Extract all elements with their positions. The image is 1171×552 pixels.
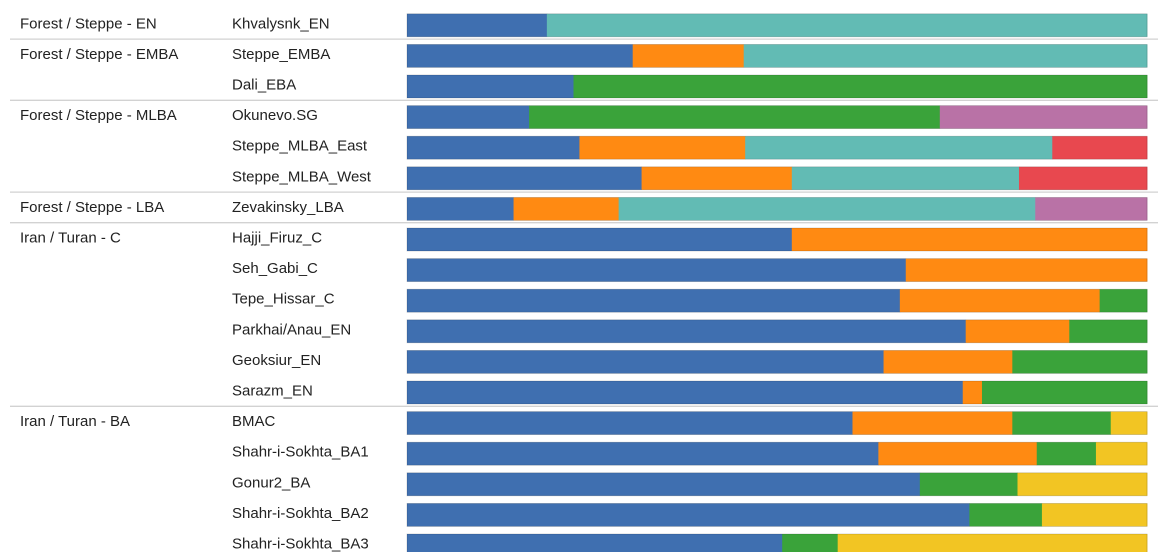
sample-label: Steppe_EMBA	[232, 46, 330, 63]
bar-outline	[406, 227, 1148, 252]
bar-segment	[407, 442, 879, 466]
bar-segment	[791, 228, 1148, 251]
bar-segment	[407, 534, 783, 552]
sample-label: Shahr-i-Sokhta_BA1	[232, 444, 369, 461]
bar-segment	[407, 319, 967, 343]
bar-segment	[782, 534, 839, 552]
bar-segment	[407, 166, 642, 190]
bar-outline	[406, 105, 1148, 129]
bar-segment	[407, 472, 921, 496]
bar-segment	[837, 534, 1148, 552]
bar-outline	[406, 533, 1148, 552]
bar-segment	[407, 350, 884, 374]
bar-outline	[406, 74, 1148, 99]
sample-label: Sarazm_EN	[232, 382, 313, 399]
bar-segment	[407, 503, 970, 527]
bar-segment	[883, 350, 1013, 374]
bar-segment	[407, 228, 793, 251]
bar-segment	[1035, 197, 1148, 221]
group-label: Forest / Steppe - MLBA	[20, 107, 177, 124]
sample-label: Geoksiur_EN	[232, 352, 321, 369]
bar-segment	[579, 136, 746, 160]
bar-segment	[632, 44, 745, 68]
sample-label: Gonur2_BA	[232, 474, 310, 491]
bar-segment	[919, 472, 1018, 496]
bar-segment	[407, 136, 580, 160]
sample-label: Steppe_MLBA_East	[232, 138, 368, 155]
bar-segment	[1036, 442, 1097, 466]
group-label: Forest / Steppe - EN	[20, 15, 157, 32]
bar-segment	[1099, 289, 1148, 313]
bar-segment	[407, 381, 964, 404]
bar-segment	[965, 319, 1070, 343]
bar-outline	[406, 258, 1148, 283]
bar-segment	[407, 105, 530, 129]
sample-label: Dali_EBA	[232, 76, 296, 93]
bar-segment	[641, 166, 793, 190]
bar-segment	[573, 75, 1148, 98]
sample-label: Tepe_Hissar_C	[232, 291, 335, 308]
sample-label: Khvalysnk_EN	[232, 15, 330, 32]
bar-segment	[407, 289, 901, 313]
bar-segment	[1052, 136, 1148, 160]
sample-label: Shahr-i-Sokhta_BA3	[232, 535, 369, 552]
bar-segment	[407, 44, 634, 68]
bar-segment	[546, 13, 1148, 37]
bar-outline	[406, 166, 1148, 191]
bar-segment	[407, 13, 548, 37]
group-label: Iran / Turan - BA	[20, 413, 130, 430]
sample-label: BMAC	[232, 413, 276, 430]
bar-segment	[899, 289, 1101, 313]
bar-segment	[529, 105, 941, 129]
bar-segment	[791, 166, 1020, 190]
sample-label: Steppe_MLBA_West	[232, 168, 372, 185]
group-label: Forest / Steppe - LBA	[20, 199, 164, 216]
bar-segment	[981, 381, 1148, 404]
bar-segment	[513, 197, 620, 221]
bar-segment	[618, 197, 1036, 221]
bar-segment	[407, 75, 574, 98]
sample-label: Zevakinsky_LBA	[232, 199, 344, 216]
bar-segment	[407, 258, 907, 282]
group-label: Forest / Steppe - EMBA	[20, 46, 178, 63]
bar-outline	[406, 196, 1148, 221]
bar-segment	[939, 105, 1148, 129]
sample-label: Parkhai/Anau_EN	[232, 321, 351, 338]
bar-segment	[1018, 166, 1148, 190]
sample-label: Okunevo.SG	[232, 107, 318, 124]
bar-segment	[852, 411, 1013, 435]
bar-outline	[406, 472, 1148, 497]
bar-segment	[878, 442, 1038, 466]
bar-outline	[406, 288, 1148, 313]
bar-outline	[406, 502, 1148, 527]
bar-segment	[1069, 319, 1148, 343]
bar-segment	[1012, 411, 1112, 435]
bar-outline	[406, 135, 1148, 160]
bar-outline	[406, 380, 1148, 405]
bar-outline	[406, 44, 1148, 68]
bar-outline	[406, 319, 1148, 344]
bar-segment	[407, 197, 514, 221]
bar-outline	[406, 349, 1148, 374]
bar-segment	[969, 503, 1043, 527]
bar-segment	[745, 136, 1053, 160]
bar-segment	[743, 44, 1148, 68]
bar-segment	[1041, 503, 1148, 527]
bar-segment	[1110, 411, 1148, 435]
bar-outline	[406, 411, 1148, 436]
sample-label: Shahr-i-Sokhta_BA2	[232, 505, 369, 522]
bar-outline	[406, 441, 1148, 466]
bar-segment	[962, 381, 983, 404]
bar-segment	[905, 258, 1148, 282]
bar-segment	[1095, 442, 1148, 466]
sample-label: Seh_Gabi_C	[232, 260, 318, 277]
bar-segment	[1012, 350, 1148, 374]
bar-segment	[1017, 472, 1148, 496]
bar-outline	[406, 13, 1148, 38]
group-label: Iran / Turan - C	[20, 229, 121, 246]
bar-segment	[407, 411, 853, 435]
sample-label: Hajji_Firuz_C	[232, 229, 322, 246]
